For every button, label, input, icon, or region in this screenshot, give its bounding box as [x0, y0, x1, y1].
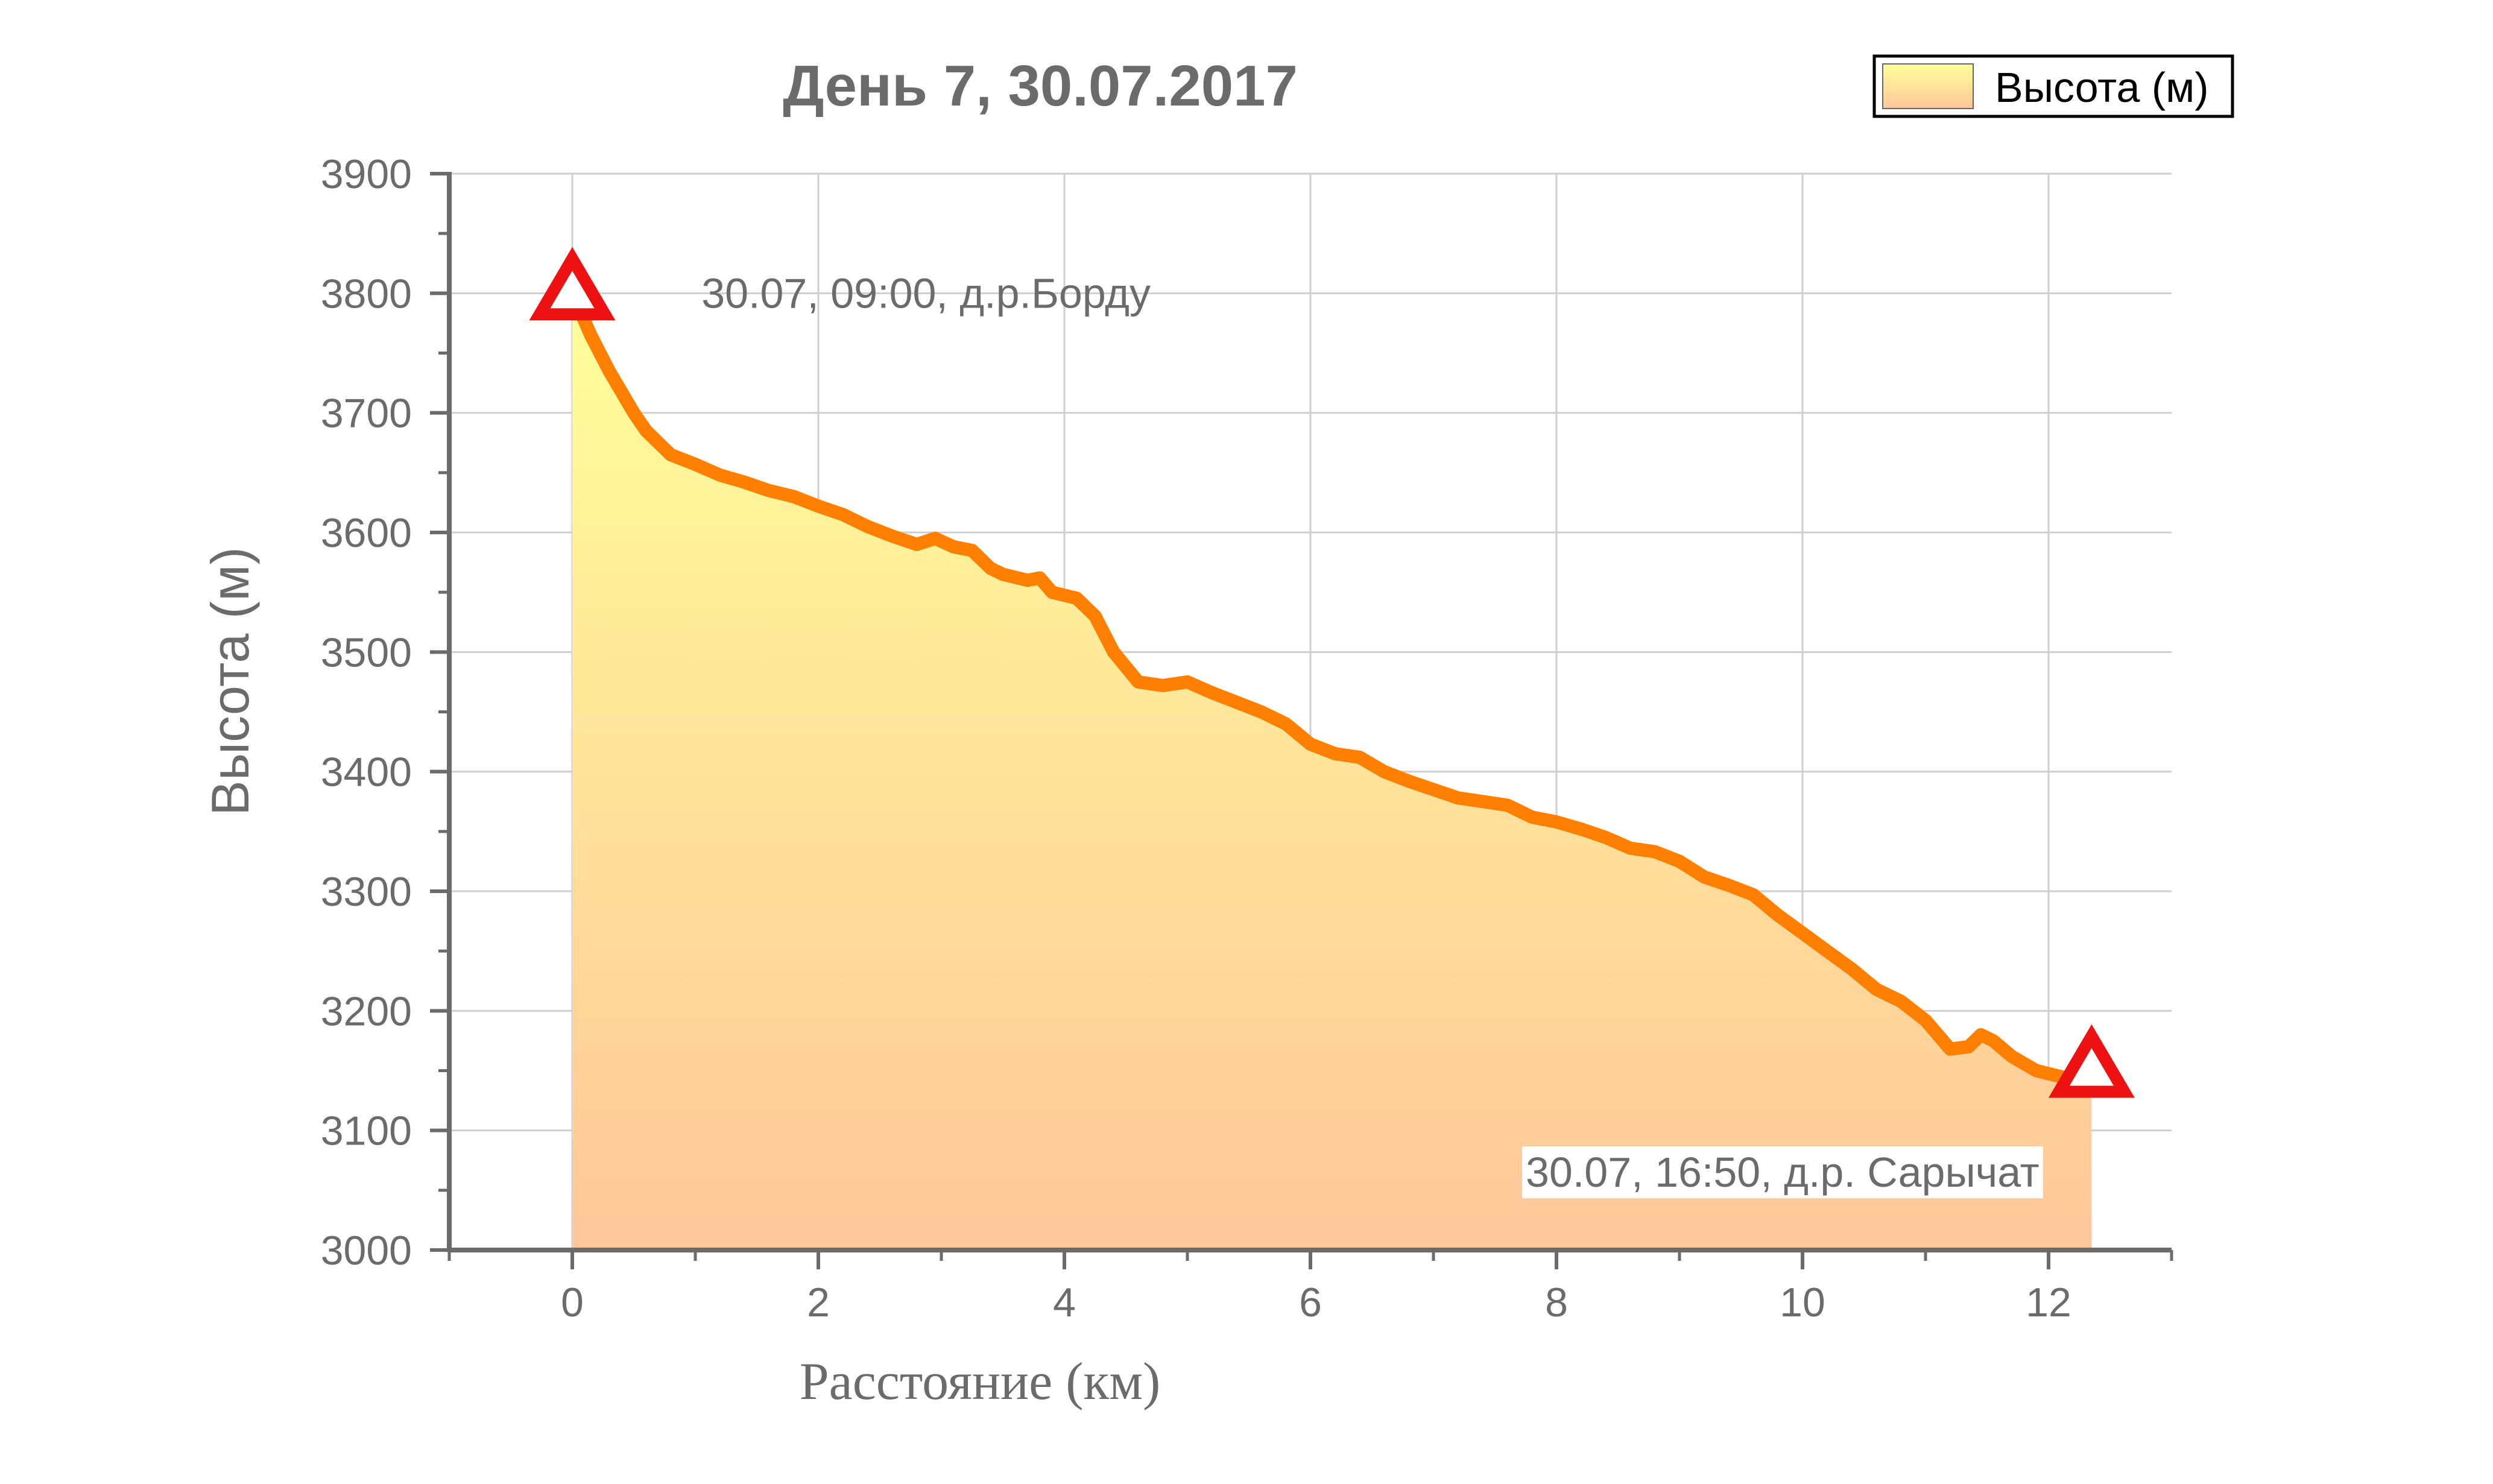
x-axis-label: Расстояние (км): [800, 1353, 1161, 1411]
elevation-area: [572, 293, 2092, 1250]
y-tick-label: 3000: [321, 1228, 412, 1274]
y-tick-label: 3400: [321, 750, 412, 795]
markers: [529, 247, 2135, 1098]
x-tick-label: 2: [807, 1280, 830, 1325]
legend: Высота (м): [1872, 54, 2234, 118]
chart-title: День 7, 30.07.2017: [783, 54, 1298, 118]
x-tick-label: 4: [1053, 1280, 1076, 1325]
x-tick-label: 12: [2026, 1280, 2071, 1325]
y-tick-label: 3900: [321, 151, 412, 197]
triangle-marker: [2048, 1024, 2135, 1098]
axes: [430, 172, 2173, 1269]
y-tick-label: 3500: [321, 630, 412, 675]
start-annotation: 30.07, 09:00, д.р.Борду: [701, 270, 1151, 317]
legend-label: Высота (м): [1995, 64, 2209, 111]
y-axis-label: Высота (м): [200, 547, 260, 816]
end-annotation: 30.07, 16:50, д.р. Сарычат: [1526, 1149, 2040, 1196]
y-tick-label: 3800: [321, 271, 412, 317]
end-annotation-background: [1522, 1146, 2043, 1199]
y-tick-label: 3600: [321, 510, 412, 556]
x-tick-label: 10: [1780, 1280, 1825, 1325]
y-tick-label: 3200: [321, 988, 412, 1034]
labels: 3000 3100 3200 3300 3400 3500 3600 3700 3800 3900…: [321, 151, 2071, 1325]
y-tick-label: 3300: [321, 869, 412, 915]
x-tick-label: 0: [561, 1280, 584, 1325]
y-tick-label: 3700: [321, 391, 412, 437]
elevation-series-line: [566, 286, 2099, 1096]
legend-swatch: [1882, 63, 1974, 109]
triangle-marker: [529, 247, 616, 321]
x-tick-label: 8: [1545, 1280, 1568, 1325]
x-tick-label: 6: [1299, 1280, 1322, 1325]
y-tick-label: 3100: [321, 1108, 412, 1154]
